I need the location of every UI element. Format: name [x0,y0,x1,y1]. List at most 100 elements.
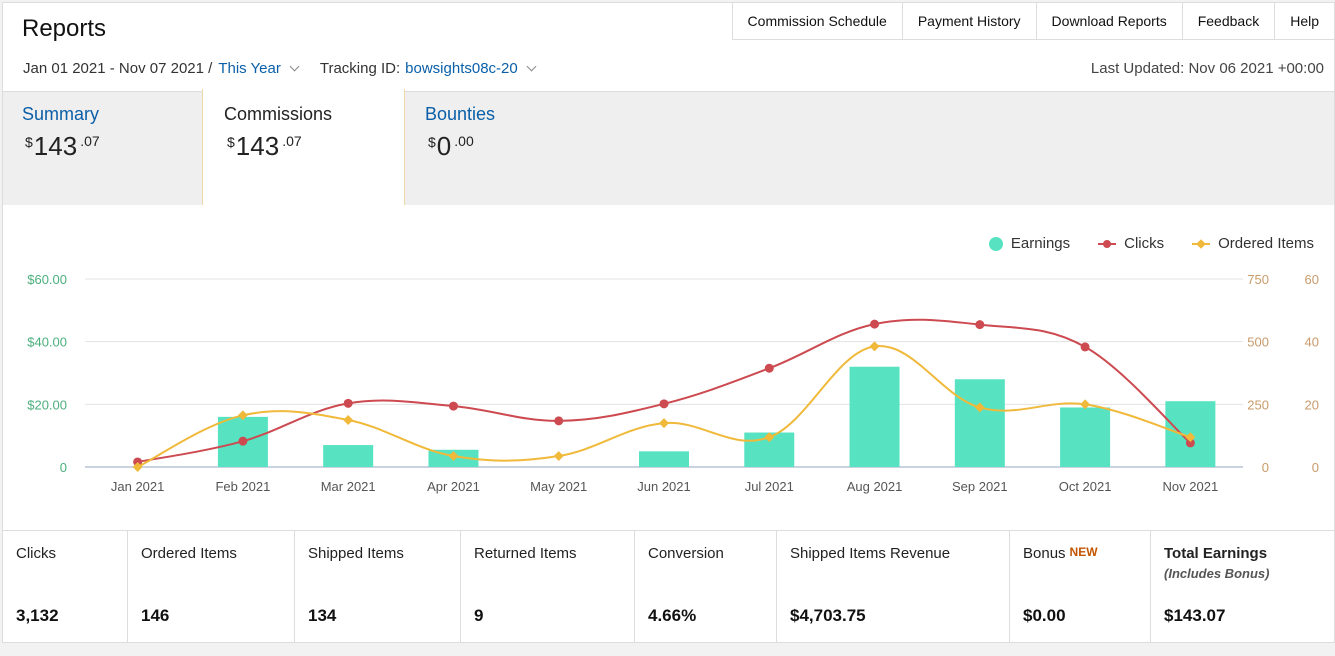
left-axis-tick: 0 [60,460,67,475]
amount-whole: 143 [235,131,280,161]
x-axis-tick: Mar 2021 [321,479,376,494]
stat-shipped-items: Shipped Items 134 [295,531,461,642]
tab-summary[interactable]: Summary $ 143 .07 [22,104,100,162]
filter-row: Jan 01 2021 - Nov 07 2021 / This Year Tr… [23,60,537,77]
right-axis-ordered-tick: 0 [1312,460,1319,475]
tab-bounties-label[interactable]: Bounties [425,104,496,124]
ordered-items-point [659,418,669,429]
ordered-items-point [553,451,564,461]
x-axis-tick: Sep 2021 [952,479,1008,494]
stat-value: 4.66% [648,606,697,625]
stat-shipped-revenue: Shipped Items Revenue $4,703.75 [777,531,1010,642]
right-axis-ordered-tick: 20 [1305,397,1319,412]
x-axis-tick: Jan 2021 [111,479,165,494]
legend-ordered-items[interactable]: Ordered Items [1192,235,1314,252]
clicks-point [659,399,669,409]
clicks-point [554,416,564,426]
stat-conversion: Conversion 4.66% [635,531,777,642]
clicks-point [870,319,880,329]
feedback-button[interactable]: Feedback [1183,3,1276,39]
legend-earnings-swatch [988,236,1003,251]
earnings-bar [639,451,689,467]
currency-symbol: $ [25,134,33,150]
clicks-point [1185,438,1195,448]
stat-label: Ordered Items [141,545,237,562]
date-range: Jan 01 2021 - Nov 07 2021 / [23,60,213,77]
help-button[interactable]: Help [1290,13,1319,29]
legend-clicks-swatch [1098,239,1117,248]
page-title: Reports [22,15,107,42]
earnings-bar [323,445,374,467]
stat-label: Shipped Items Revenue [790,545,951,562]
currency-symbol: $ [227,134,235,150]
legend-clicks[interactable]: Clicks [1098,235,1164,252]
legend-ordered-label: Ordered Items [1218,235,1314,252]
chart-legend: Earnings Clicks Ordered Items [988,235,1314,252]
stat-value: $143.07 [1164,606,1226,625]
tab-commissions-label[interactable]: Commissions [224,104,333,124]
stat-value: 134 [308,606,337,625]
ordered-items-point [1080,399,1091,410]
legend-earnings-label: Earnings [1010,235,1071,252]
tracking-id-label: Tracking ID: [319,60,401,77]
ordered-items-point [1185,432,1196,443]
x-axis-tick: Jul 2021 [745,479,794,494]
x-axis-tick: Oct 2021 [1059,479,1112,494]
ordered-items-point [764,432,775,443]
stat-ordered-items: Ordered Items 146 [128,531,295,642]
stat-label: Bonus NEW [1023,545,1137,562]
tracking-id-dropdown[interactable]: bowsights08c-20 [405,60,518,77]
left-axis-tick: $40.00 [27,335,67,350]
stat-label: Returned Items [474,545,577,562]
currency-symbol: $ [428,134,436,150]
active-tab-panel [202,89,405,212]
stat-sublabel: (Includes Bonus) [1164,566,1270,581]
chevron-down-icon[interactable] [526,61,537,72]
left-axis-tick: $60.00 [27,272,67,287]
left-axis-tick: $20.00 [27,397,67,412]
tab-commissions[interactable]: Commissions $ 143 .07 [224,104,332,162]
stat-total-earnings: Total Earnings (Includes Bonus) $143.07 [1151,531,1334,642]
stat-value: 9 [474,606,484,625]
summary-amount: $ 143 .07 [25,131,100,162]
stat-value: $4,703.75 [790,606,866,625]
payment-history-button[interactable]: Payment History [903,3,1037,39]
right-axis-clicks-tick: 750 [1247,272,1269,287]
stat-label: Shipped Items [308,545,404,562]
x-axis-tick: Nov 2021 [1163,479,1219,494]
clicks-line [137,318,1192,463]
clicks-point [448,401,458,411]
amount-whole: 0 [436,131,452,161]
x-axis-tick: May 2021 [530,479,587,494]
commissions-amount: $ 143 .07 [227,131,332,162]
tab-summary-label[interactable]: Summary [22,104,100,124]
top-nav: Commission Schedule Payment History Down… [731,3,1334,40]
clicks-point [764,363,774,373]
stat-clicks: Clicks 3,132 [3,531,128,642]
commission-schedule-button[interactable]: Commission Schedule [733,3,903,39]
amount-cents: .07 [282,133,302,149]
ordered-items-point [132,462,143,472]
right-axis-clicks-tick: 500 [1247,335,1269,350]
stat-label: Clicks [16,545,56,562]
legend-ordered-swatch [1192,238,1211,249]
bonus-label: Bonus [1023,545,1066,562]
tab-bounties[interactable]: Bounties $ 0 .00 [425,104,495,162]
clicks-point [133,457,143,467]
stat-value: $0.00 [1023,606,1066,625]
legend-clicks-label: Clicks [1124,235,1165,252]
right-axis-ordered-tick: 40 [1305,335,1319,350]
earnings-chart: 0 $20.00 $40.00 $60.00 0 250 500 750 0 20 40 60 Jan … [27,272,1319,494]
reports-header: Reports Commission Schedule Payment Hist… [2,2,1335,92]
stat-value: 146 [141,606,170,625]
download-reports-button[interactable]: Download Reports [1037,3,1183,39]
legend-earnings[interactable]: Earnings [988,235,1071,252]
ordered-items-point [237,410,248,421]
x-axis-tick: Jun 2021 [637,479,691,494]
stat-value: 3,132 [16,606,59,625]
chevron-down-icon[interactable] [289,61,300,72]
period-dropdown[interactable]: This Year [218,60,281,77]
stat-returned-items: Returned Items 9 [461,531,635,642]
earnings-bar [849,366,900,467]
right-axis-ordered-tick: 60 [1305,272,1319,287]
